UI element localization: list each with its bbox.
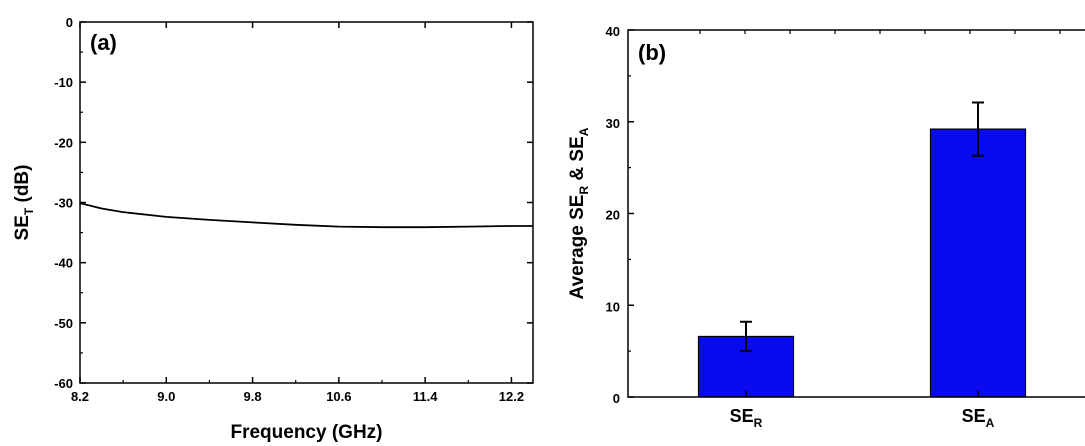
panel-a-y-tick-label: -20 [54,135,73,150]
panel-a-y-ticks: 0 -10 -20 -30 -40 -50 -60 [54,15,533,391]
panel-a-x-tick-label: 8.2 [71,389,89,404]
panel-a-x-tick-label: 11.4 [413,389,438,404]
panel-a-y-tick-label: -50 [54,316,73,331]
panel-a-y-axis-title: SET (dB) [12,165,36,241]
panel-a-x-tick-label: 9.0 [157,389,175,404]
panel-b-y-title-sub2: A [577,127,591,136]
panel-a-y-tick-label: -30 [54,196,73,211]
panel-b-y-tick-label: 20 [606,208,620,223]
panel-b-category-label: SER [730,406,763,430]
panel-b-bars [697,128,1027,398]
panel-a-x-tick-label: 10.6 [326,389,351,404]
panel-a-label: (a) [90,30,117,55]
panel-a-x-axis-title: Frequency (GHz) [230,422,382,443]
panel-a-y-tick-label: 0 [66,15,73,30]
panel-b-y-title-mid: & SE [567,136,588,186]
panel-a-plot-frame [79,21,534,384]
panel-b-y-tick-label: 30 [606,116,620,131]
panel-b-error-bars [740,101,984,353]
panel-b-category-labels: SER SEA [730,391,995,430]
panel-a-y-tick-label: -40 [54,256,73,271]
panel-b-y-axis-title: Average SER & SEA [567,127,591,299]
panel-a-y-title-tail: (dB) [12,165,33,208]
panel-a-x-ticks: 8.2 9.0 9.8 10.6 11.4 12.2 [71,22,524,404]
panel-a-y-title-main: SE [12,215,33,240]
panel-b-label: (b) [638,40,666,65]
panel-a-y-title-sub: T [22,207,36,215]
panel-a-x-tick-label: 9.8 [244,389,262,404]
panel-b-y-tick-label: 10 [606,299,620,314]
panel-b-category-label: SEA [962,406,995,430]
panel-a-y-tick-label: -60 [54,376,73,391]
panel-b-bar-chart: 0 10 20 30 40 SER SEA (b) Average SER & SEA [567,24,1085,430]
panel-b-y-ticks: 0 10 20 30 40 [606,24,1061,406]
panel-b-y-tick-label: 40 [606,24,620,39]
panel-b-y-tick-label: 0 [613,391,620,406]
panel-a-line-chart: 8.2 9.0 9.8 10.6 11.4 12.2 0 -10 -20 -30 -40 -50 -6… [12,15,534,443]
panel-b-y-title-main: Average SE [567,195,588,300]
panel-a-y-tick-label: -10 [54,75,73,90]
panel-b-y-title-sub1: R [577,186,591,195]
panel-b-bar [929,128,1027,398]
panel-a-series-line [79,202,533,229]
panel-a-x-tick-label: 12.2 [499,389,524,404]
